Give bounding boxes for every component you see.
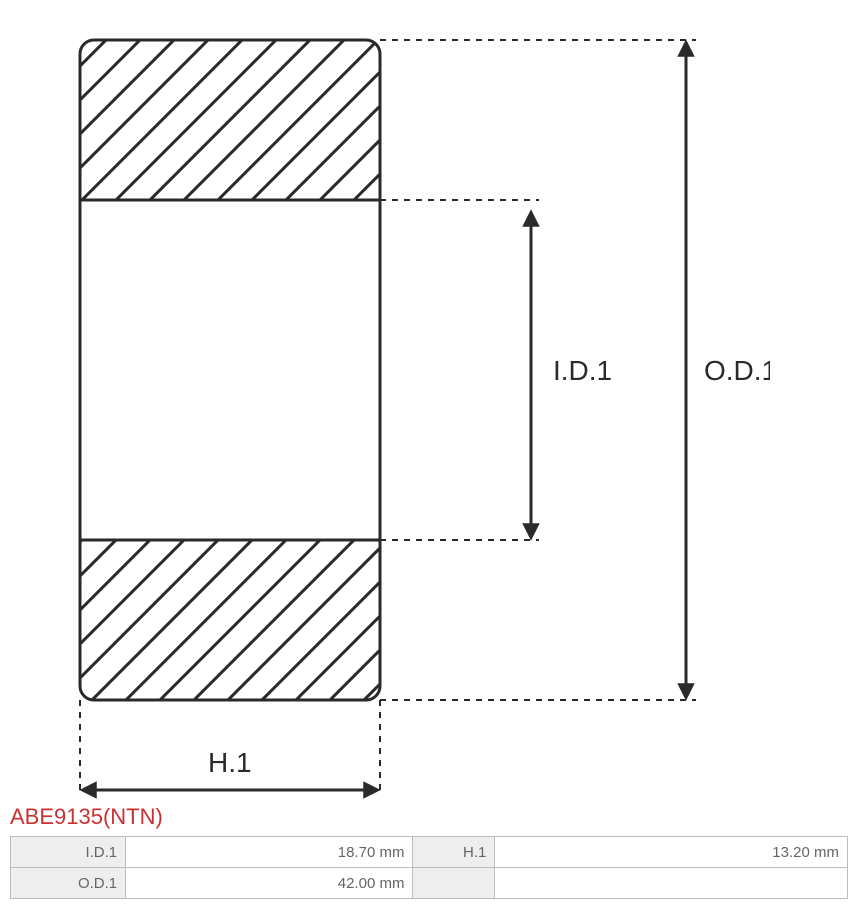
cell-value-h1: 13.20 mm [495,837,848,868]
svg-text:I.D.1: I.D.1 [553,355,612,386]
svg-text:O.D.1: O.D.1 [704,355,770,386]
svg-text:H.1: H.1 [208,747,252,778]
cell-value-empty [495,868,848,899]
table-row: O.D.1 42.00 mm [11,868,848,899]
dimensions-table: I.D.1 18.70 mm H.1 13.20 mm O.D.1 42.00 … [10,836,848,899]
cell-label-empty [413,868,495,899]
cell-value-od1: 42.00 mm [126,868,413,899]
diagram-svg: O.D.1 I.D.1 H.1 [10,0,770,800]
cell-value-id1: 18.70 mm [126,837,413,868]
table-row: I.D.1 18.70 mm H.1 13.20 mm [11,837,848,868]
part-number-title: ABE9135(NTN) [0,800,848,836]
cell-label-od1: O.D.1 [11,868,126,899]
cell-label-h1: H.1 [413,837,495,868]
cell-label-id1: I.D.1 [11,837,126,868]
bearing-diagram: O.D.1 I.D.1 H.1 [10,0,770,800]
